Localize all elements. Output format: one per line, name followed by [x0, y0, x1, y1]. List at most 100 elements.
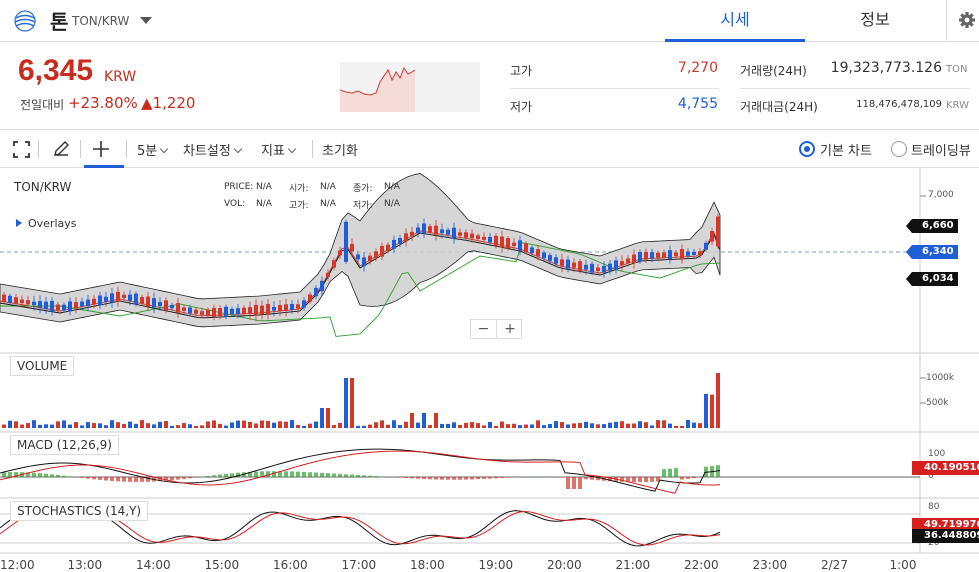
macd-histogram-bar [500, 477, 504, 478]
overlays-toggle[interactable]: Overlays [16, 217, 77, 230]
volume-bar [668, 423, 672, 428]
fullscreen-icon[interactable] [13, 141, 30, 158]
ohlc-vol: N/A [256, 199, 272, 209]
time-axis-label: 14:00 [136, 558, 171, 572]
candle [614, 256, 618, 274]
crosshair-icon[interactable] [92, 140, 110, 158]
chart-canvas[interactable] [0, 168, 979, 572]
chevron-down-icon [233, 144, 243, 154]
macd-histogram-bar [464, 477, 468, 480]
tab-info[interactable]: 정보 [860, 10, 890, 29]
macd-histogram-bar [578, 477, 582, 489]
gear-icon[interactable] [946, 0, 979, 42]
macd-histogram-bar [476, 477, 480, 480]
macd-histogram-bar [674, 468, 678, 477]
volume-bar [470, 422, 474, 428]
volume-bar [116, 422, 120, 428]
macd-histogram-bar [596, 477, 600, 481]
candle [296, 299, 300, 314]
macd-histogram-bar [320, 472, 324, 477]
candle [68, 297, 72, 316]
candle [692, 248, 696, 258]
change-label: 전일대비 [20, 98, 65, 112]
tradingview-radio[interactable] [891, 141, 907, 157]
macd-histogram-bar [344, 474, 348, 477]
macd-histogram-bar [272, 471, 276, 477]
candle [200, 307, 204, 319]
candle [548, 252, 552, 264]
coin-select-caret-icon[interactable] [140, 17, 152, 24]
volume-bar [68, 424, 72, 428]
volume-bar [80, 425, 84, 428]
ohlc-close-label: 종가: [353, 184, 373, 194]
candle [626, 255, 630, 267]
candle [350, 238, 354, 257]
tradingview-label[interactable]: 트레이딩뷰 [911, 144, 971, 159]
time-axis-label: 21:00 [615, 558, 651, 572]
price-sparkline [340, 62, 480, 112]
volume-bar [224, 425, 228, 428]
indicators-menu[interactable]: 지표 [261, 140, 297, 159]
basic-chart-label[interactable]: 기본 차트 [820, 144, 872, 159]
macd-histogram-bar [590, 477, 594, 480]
macd-histogram-bar [638, 477, 642, 483]
chart-settings-menu[interactable]: 차트설정 [183, 140, 243, 159]
macd-histogram-bar [584, 477, 588, 480]
candle [554, 254, 558, 267]
macd-histogram-bar [254, 471, 258, 477]
price-tag-current: 6,340 [906, 245, 958, 259]
price-unit: KRW [104, 69, 137, 85]
candle [590, 261, 594, 276]
volume-bar [494, 425, 498, 428]
change-amount: ▲1,220 [141, 94, 196, 112]
candle [92, 295, 96, 309]
macd-histogram-bar [92, 477, 96, 480]
volume-bar [644, 422, 648, 428]
chevron-down-icon [287, 144, 297, 154]
pencil-icon[interactable] [52, 140, 70, 158]
volume-bar [242, 420, 246, 428]
ohlc-vol-label: VOL: [224, 199, 246, 209]
volume-bar [704, 393, 708, 428]
macd-histogram-bar [218, 474, 222, 477]
volume-panel-label: VOLUME [10, 356, 75, 376]
reset-button[interactable]: 초기화 [322, 144, 358, 159]
time-axis-label: 22:00 [684, 558, 719, 572]
volume-bar [200, 425, 204, 428]
basic-chart-radio[interactable] [799, 141, 815, 157]
candle [62, 302, 66, 313]
candle [440, 223, 444, 239]
macd-histogram-bar [404, 477, 408, 479]
volume-bar [524, 424, 528, 428]
ton-logo-icon [14, 10, 36, 32]
volume-bar [362, 425, 366, 428]
candle [578, 258, 582, 274]
ohlc-price-label: PRICE: [224, 182, 254, 192]
interval-select[interactable]: 5분 [137, 140, 169, 159]
macd-histogram-bar [308, 472, 312, 477]
candle [386, 242, 390, 254]
ohlc-low-label: 저가: [353, 201, 373, 211]
volume-bar [296, 424, 300, 428]
zoom-in-button[interactable]: + [504, 321, 516, 337]
macd-histogram-bar [260, 471, 264, 477]
candle [56, 301, 60, 313]
candlestick-chart-area[interactable]: TON/KRW Overlays PRICE: N/A 시가: N/A 종가: … [0, 168, 979, 572]
tab-market-price[interactable]: 시세 [665, 0, 805, 42]
zoom-out-button[interactable]: − [471, 320, 497, 338]
candle [110, 287, 114, 309]
volume-bar [20, 424, 24, 428]
macd-histogram-bar [56, 474, 60, 477]
current-price: 6,345 [18, 54, 94, 87]
candle [464, 229, 468, 241]
volume-bar [638, 421, 642, 428]
candle [218, 304, 222, 320]
candle [206, 307, 210, 318]
candle [446, 227, 450, 237]
candle [494, 233, 498, 249]
volume-bar [8, 420, 12, 428]
candle [710, 227, 714, 245]
stoch-d-tag: 36.44880924 [912, 529, 979, 543]
candle [482, 232, 486, 245]
volume-bar [614, 421, 618, 428]
